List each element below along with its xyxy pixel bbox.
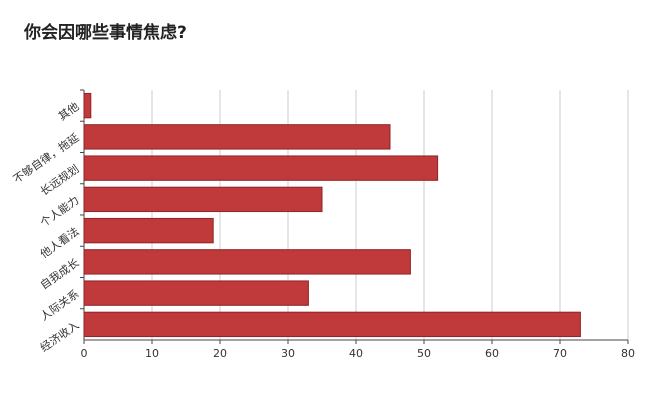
bar xyxy=(83,186,323,213)
x-tick-label: 40 xyxy=(349,347,363,360)
y-tick-label: 自我成长 xyxy=(38,256,81,292)
x-tick-label: 0 xyxy=(81,347,88,360)
x-tick-label: 70 xyxy=(553,347,567,360)
bar xyxy=(83,92,92,119)
x-tick-label: 10 xyxy=(145,347,159,360)
bar xyxy=(83,124,391,150)
x-tick-label: 80 xyxy=(621,347,635,360)
bar xyxy=(83,155,439,181)
x-tick-label: 60 xyxy=(485,347,499,360)
y-tick-label: 他人看法 xyxy=(37,224,81,261)
bar xyxy=(83,280,309,306)
chart-title: 你会因哪些事情焦虑? xyxy=(23,22,187,43)
bar xyxy=(83,217,214,244)
y-tick-label: 经济收入 xyxy=(37,318,81,355)
y-tick-label: 人际关系 xyxy=(37,287,81,324)
x-tick-label: 50 xyxy=(417,347,431,360)
y-tick-label: 个人能力 xyxy=(37,193,81,230)
bar xyxy=(83,249,411,275)
y-tick-label: 其他 xyxy=(56,100,81,123)
x-tick-label: 30 xyxy=(281,347,295,360)
x-tick-label: 20 xyxy=(213,347,227,360)
bar xyxy=(83,311,581,338)
